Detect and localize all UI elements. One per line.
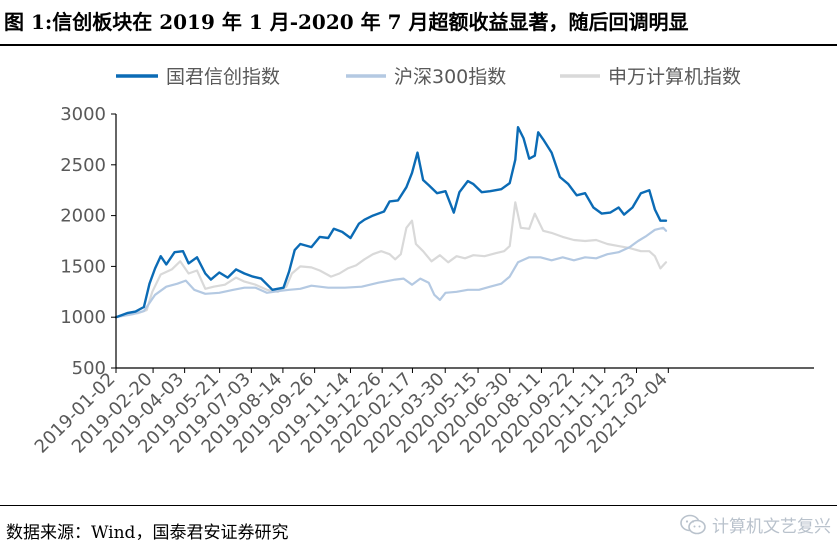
wechat-icon [680,514,706,534]
y-tick-label: 2000 [60,206,106,227]
y-tick-label: 3000 [60,104,106,125]
y-tick-label: 2500 [60,155,106,176]
y-tick-label: 1500 [60,256,106,277]
source-note: 数据来源：Wind，国泰君安证券研究 [6,523,289,543]
series-layer [114,126,668,319]
figure-title: 图 1:信创板块在 2019 年 1 月-2020 年 7 月超额收益显著，随后… [4,10,689,34]
watermark-text: 计算机文艺复兴 [712,517,831,537]
watermark: 计算机文艺复兴 [680,512,831,537]
y-tick-label: 500 [72,358,106,379]
y-tick-label: 1000 [60,307,106,328]
line-chart: 国君信创指数 沪深300指数 申万计算机指数 500 1000 1500 2000 2500… [31,66,814,458]
legend: 国君信创指数 沪深300指数 申万计算机指数 [116,66,741,88]
footer-rule [0,505,837,506]
legend-label-1: 沪深300指数 [394,66,506,88]
title-rule [0,44,837,46]
series-line-0 [114,126,668,319]
legend-label-2: 申万计算机指数 [608,66,741,88]
series-line-2 [114,201,668,319]
legend-label-0: 国君信创指数 [166,66,280,88]
series-line-1 [114,226,668,319]
